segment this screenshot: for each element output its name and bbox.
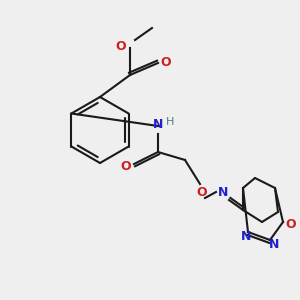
Text: N: N bbox=[241, 230, 251, 244]
Text: N: N bbox=[269, 238, 279, 251]
Text: N: N bbox=[153, 118, 163, 130]
Text: H: H bbox=[166, 117, 174, 127]
Text: O: O bbox=[197, 185, 207, 199]
Text: O: O bbox=[116, 40, 126, 52]
Text: N: N bbox=[218, 185, 228, 199]
Text: O: O bbox=[286, 218, 296, 230]
Text: O: O bbox=[161, 56, 171, 70]
Text: O: O bbox=[121, 160, 131, 173]
